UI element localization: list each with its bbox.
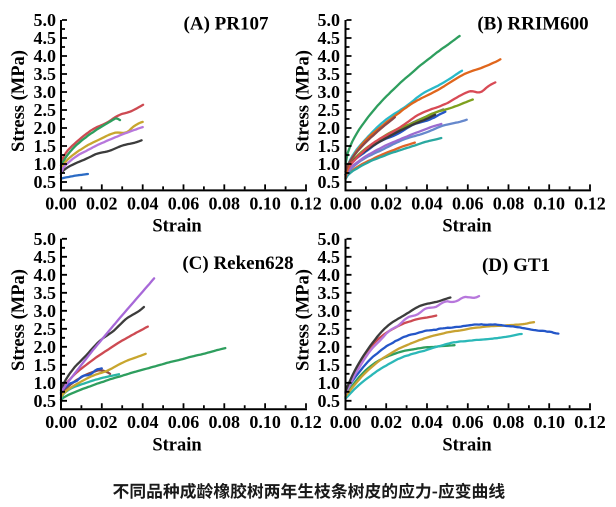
svg-text:Stress (MPa): Stress (MPa) — [9, 269, 29, 371]
svg-text:0.06: 0.06 — [452, 193, 484, 213]
svg-text:0.10: 0.10 — [249, 412, 281, 432]
svg-text:0.02: 0.02 — [370, 412, 402, 432]
svg-text:0.02: 0.02 — [86, 412, 118, 432]
svg-text:Stress (MPa): Stress (MPa) — [294, 269, 314, 371]
svg-text:5.0: 5.0 — [34, 10, 57, 30]
svg-text:0.5: 0.5 — [34, 172, 57, 192]
svg-text:2.5: 2.5 — [34, 319, 57, 339]
svg-text:0.12: 0.12 — [290, 412, 322, 432]
svg-text:3.5: 3.5 — [318, 283, 341, 303]
svg-text:Strain: Strain — [442, 217, 492, 237]
svg-text:0.00: 0.00 — [45, 412, 77, 432]
svg-text:3.5: 3.5 — [318, 64, 341, 84]
svg-text:0.00: 0.00 — [45, 193, 77, 213]
svg-text:3.0: 3.0 — [34, 82, 57, 102]
svg-text:(D) GT1: (D) GT1 — [482, 255, 550, 276]
svg-text:0.10: 0.10 — [249, 193, 281, 213]
svg-text:Stress (MPa): Stress (MPa) — [9, 50, 29, 152]
svg-text:0.08: 0.08 — [209, 193, 241, 213]
svg-text:1.5: 1.5 — [318, 355, 341, 375]
svg-text:4.0: 4.0 — [34, 265, 57, 285]
svg-text:1.5: 1.5 — [318, 136, 341, 156]
svg-text:3.0: 3.0 — [318, 301, 341, 321]
svg-text:0.06: 0.06 — [452, 412, 484, 432]
svg-text:Strain: Strain — [152, 436, 202, 456]
svg-text:(C) Reken628: (C) Reken628 — [182, 253, 293, 274]
svg-text:0.5: 0.5 — [34, 391, 57, 411]
svg-text:3.5: 3.5 — [34, 64, 57, 84]
svg-text:0.12: 0.12 — [290, 193, 322, 213]
svg-text:2.5: 2.5 — [318, 100, 341, 120]
svg-text:1.0: 1.0 — [318, 154, 341, 174]
svg-text:2.5: 2.5 — [318, 319, 341, 339]
svg-text:0.5: 0.5 — [318, 172, 341, 192]
svg-text:4.5: 4.5 — [34, 28, 57, 48]
svg-text:Strain: Strain — [152, 217, 202, 237]
svg-text:5.0: 5.0 — [34, 229, 57, 249]
svg-text:4.5: 4.5 — [318, 28, 341, 48]
svg-text:4.0: 4.0 — [318, 265, 341, 285]
svg-text:0.12: 0.12 — [574, 412, 606, 432]
svg-text:0.04: 0.04 — [127, 193, 159, 213]
svg-text:2.5: 2.5 — [34, 100, 57, 120]
svg-text:0.06: 0.06 — [168, 412, 200, 432]
svg-text:0.02: 0.02 — [86, 193, 118, 213]
svg-text:0.10: 0.10 — [533, 193, 565, 213]
svg-text:(B) RRIM600: (B) RRIM600 — [477, 14, 588, 35]
svg-text:0.04: 0.04 — [411, 412, 443, 432]
svg-text:3.5: 3.5 — [34, 283, 57, 303]
svg-text:Strain: Strain — [442, 436, 492, 456]
svg-text:(A) PR107: (A) PR107 — [184, 14, 269, 35]
svg-text:0.08: 0.08 — [493, 412, 525, 432]
svg-text:2.0: 2.0 — [34, 118, 57, 138]
svg-text:3.0: 3.0 — [34, 301, 57, 321]
svg-text:5.0: 5.0 — [318, 10, 341, 30]
svg-text:4.0: 4.0 — [318, 46, 341, 66]
svg-text:4.5: 4.5 — [318, 247, 341, 267]
svg-text:2.0: 2.0 — [34, 337, 57, 357]
svg-text:0.04: 0.04 — [127, 412, 159, 432]
svg-text:1.0: 1.0 — [34, 154, 57, 174]
svg-text:0.5: 0.5 — [318, 391, 341, 411]
svg-text:0.02: 0.02 — [370, 193, 402, 213]
svg-text:Stress (MPa): Stress (MPa) — [294, 50, 314, 152]
svg-text:0.08: 0.08 — [209, 412, 241, 432]
svg-text:0.10: 0.10 — [533, 412, 565, 432]
svg-text:0.04: 0.04 — [411, 193, 443, 213]
svg-text:2.0: 2.0 — [318, 337, 341, 357]
svg-text:0.08: 0.08 — [493, 193, 525, 213]
svg-text:1.5: 1.5 — [34, 355, 57, 375]
svg-text:1.0: 1.0 — [34, 373, 57, 393]
svg-text:4.5: 4.5 — [34, 247, 57, 267]
svg-text:4.0: 4.0 — [34, 46, 57, 66]
svg-text:0.00: 0.00 — [330, 193, 362, 213]
svg-text:0.06: 0.06 — [168, 193, 200, 213]
svg-text:5.0: 5.0 — [318, 229, 341, 249]
svg-text:3.0: 3.0 — [318, 82, 341, 102]
svg-text:1.5: 1.5 — [34, 136, 57, 156]
svg-text:1.0: 1.0 — [318, 373, 341, 393]
svg-text:0.00: 0.00 — [330, 412, 362, 432]
svg-text:2.0: 2.0 — [318, 118, 341, 138]
svg-text:0.12: 0.12 — [574, 193, 606, 213]
